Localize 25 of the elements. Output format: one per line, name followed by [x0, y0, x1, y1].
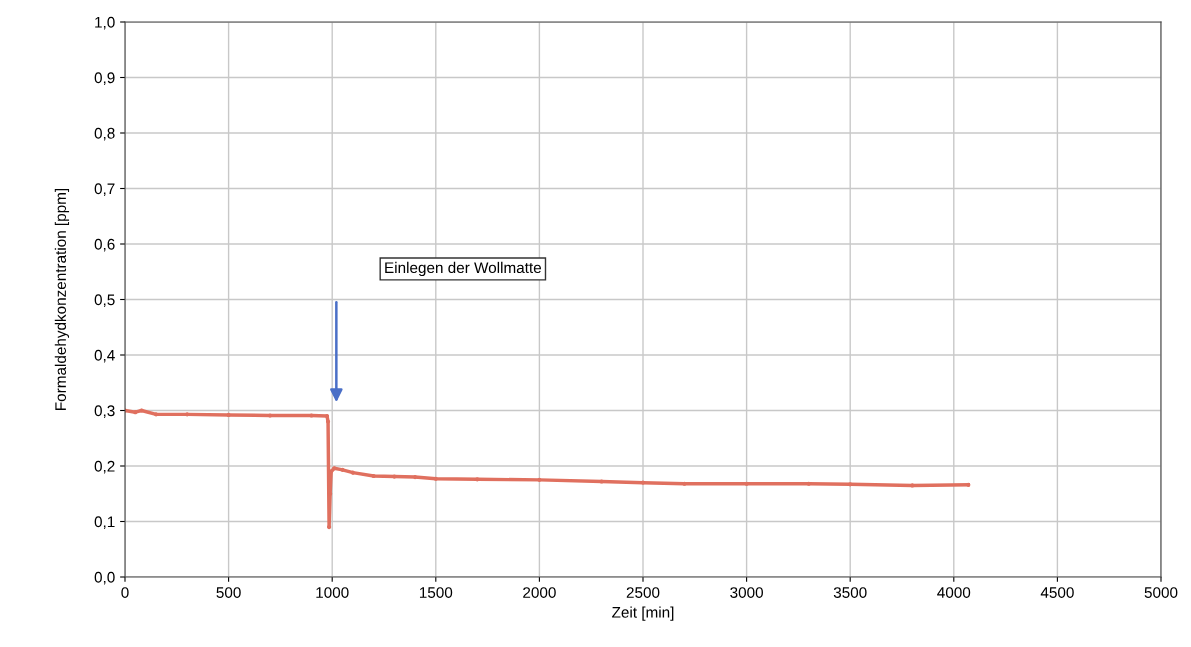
- x-tick-label: 1500: [419, 587, 453, 598]
- x-tick-label: 2500: [626, 587, 660, 598]
- y-tick-label: 0,2: [94, 460, 115, 474]
- x-axis-title: Zeit [min]: [612, 606, 674, 621]
- y-tick-label: 1,0: [95, 16, 115, 30]
- x-tick-label: 5000: [1144, 587, 1178, 598]
- x-tick-label: 4000: [937, 587, 971, 598]
- y-tick-label: 0,8: [94, 127, 115, 141]
- x-tick-label: 500: [216, 587, 241, 598]
- x-tick-label: 3500: [833, 587, 867, 598]
- y-tick-label: 0,0: [94, 571, 115, 585]
- y-tick-label: 0,3: [94, 405, 115, 418]
- x-tick-label: 3000: [730, 587, 763, 598]
- x-tick-label: 4500: [1040, 587, 1074, 598]
- y-tick-label: 0,9: [94, 72, 115, 85]
- y-tick-label: 0,4: [94, 349, 115, 363]
- y-tick-label: 0,7: [94, 183, 115, 196]
- y-tick-label: 0,6: [94, 238, 115, 252]
- y-tick-label: 0,1: [94, 516, 115, 529]
- x-tick-label: 0: [121, 587, 129, 598]
- x-tick-label: 1000: [316, 587, 349, 598]
- x-tick-label: 2000: [523, 587, 556, 598]
- y-axis-title: Formaldehydkonzentration [ppm]: [54, 188, 70, 410]
- annotation: Einlegen der Wollmatte: [385, 261, 541, 277]
- y-tick-label: 0,5: [94, 294, 115, 307]
